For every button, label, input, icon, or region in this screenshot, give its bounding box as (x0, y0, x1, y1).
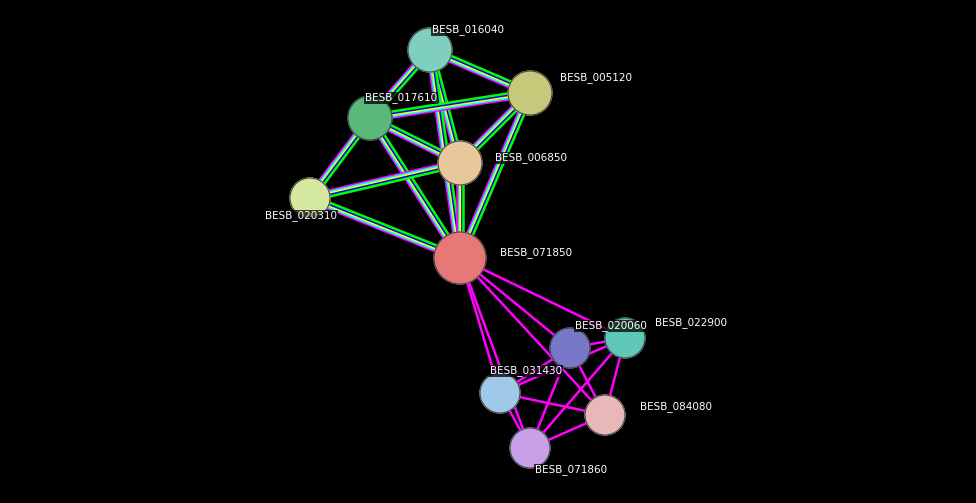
Text: BESB_020310: BESB_020310 (265, 211, 337, 221)
Text: BESB_031430: BESB_031430 (490, 366, 562, 376)
Circle shape (290, 178, 330, 218)
Circle shape (550, 328, 590, 368)
Text: BESB_071850: BESB_071850 (500, 247, 572, 259)
Text: BESB_005120: BESB_005120 (560, 72, 632, 83)
Text: BESB_084080: BESB_084080 (640, 401, 712, 412)
Circle shape (434, 232, 486, 284)
Text: BESB_006850: BESB_006850 (495, 152, 567, 163)
Text: BESB_022900: BESB_022900 (655, 317, 727, 328)
Circle shape (438, 141, 482, 185)
Text: BESB_017610: BESB_017610 (365, 93, 437, 104)
Circle shape (585, 395, 625, 435)
Circle shape (510, 428, 550, 468)
Circle shape (508, 71, 552, 115)
Circle shape (408, 28, 452, 72)
Text: BESB_071860: BESB_071860 (535, 465, 607, 475)
Text: BESB_020060: BESB_020060 (575, 320, 647, 331)
Circle shape (605, 318, 645, 358)
Text: BESB_016040: BESB_016040 (432, 25, 504, 35)
Circle shape (348, 96, 392, 140)
Circle shape (480, 373, 520, 413)
